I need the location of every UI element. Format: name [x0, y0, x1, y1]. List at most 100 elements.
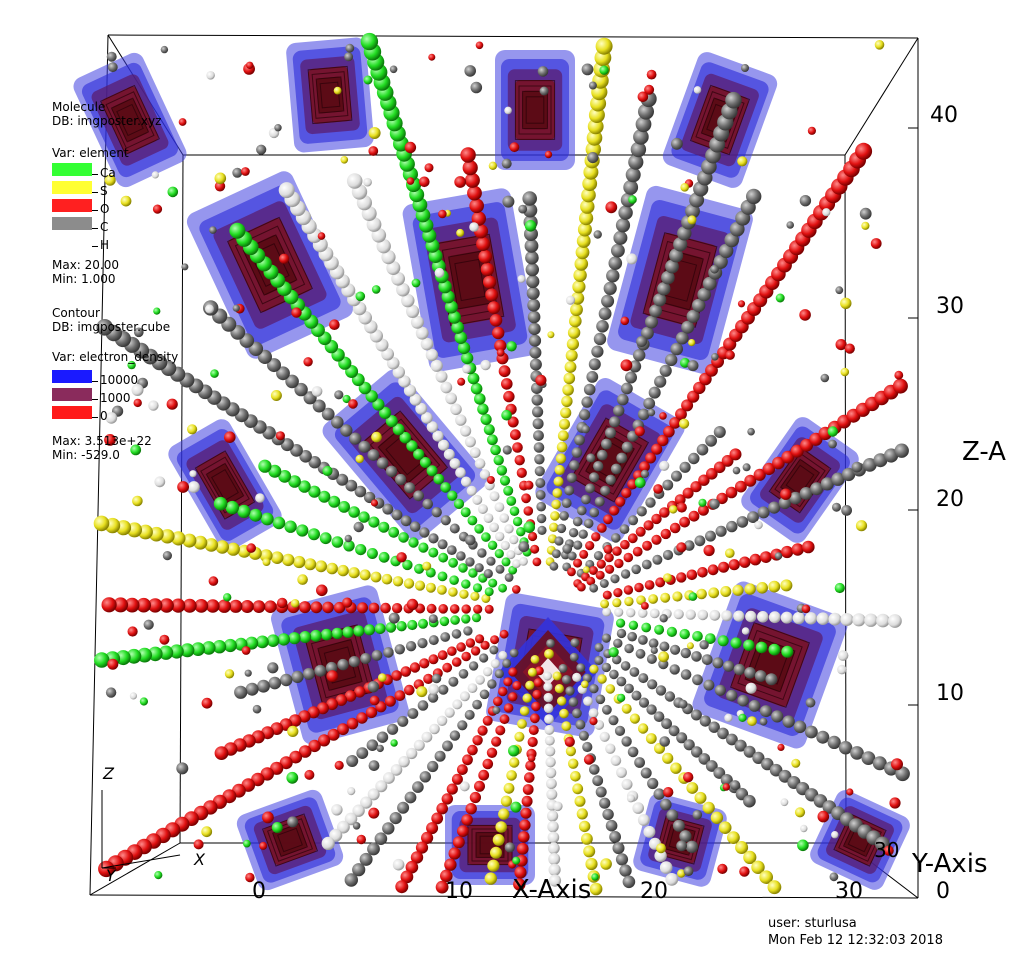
atom	[561, 395, 573, 407]
atom	[743, 794, 756, 808]
atom	[486, 476, 495, 484]
atom	[669, 664, 680, 675]
atom	[224, 431, 236, 444]
atom	[448, 310, 461, 324]
atom	[451, 773, 463, 785]
atom	[852, 613, 866, 627]
contour-legend-label: 10000	[100, 373, 139, 387]
atom	[726, 689, 738, 702]
atom	[316, 702, 329, 715]
atom	[832, 502, 841, 512]
atom	[344, 534, 352, 543]
atom	[271, 822, 283, 833]
atom	[685, 840, 699, 853]
atom	[738, 713, 747, 723]
atom	[567, 551, 577, 561]
atom	[432, 430, 444, 442]
atom	[342, 597, 353, 608]
atom	[438, 209, 447, 219]
atom	[334, 390, 344, 400]
atom	[674, 494, 686, 505]
atom	[686, 309, 700, 323]
contour-surface	[495, 50, 575, 170]
atom	[481, 594, 491, 603]
atom	[595, 694, 606, 705]
atom	[489, 314, 503, 327]
atom	[472, 583, 483, 593]
atom	[312, 399, 326, 413]
atom	[662, 752, 674, 764]
atom	[774, 552, 783, 560]
atom	[872, 756, 887, 771]
atom	[387, 723, 399, 735]
atom	[645, 733, 657, 744]
triad-x-label: X	[194, 850, 205, 869]
atom	[654, 624, 665, 635]
atom	[601, 633, 612, 643]
atom	[509, 535, 519, 545]
atom	[701, 654, 713, 665]
atom	[656, 843, 666, 854]
atom	[624, 683, 634, 694]
atom	[552, 488, 563, 498]
atom	[204, 538, 219, 552]
contour-legend-title: Contour	[52, 306, 100, 320]
atom	[385, 622, 397, 633]
atom	[799, 487, 813, 500]
atom	[440, 632, 451, 642]
atom	[550, 511, 560, 521]
atom	[761, 757, 774, 771]
atom	[828, 439, 837, 449]
atom	[366, 739, 379, 751]
atom	[717, 863, 728, 875]
atom	[479, 653, 489, 663]
atom	[449, 523, 460, 534]
atom	[329, 319, 340, 331]
atom	[588, 566, 598, 575]
atom	[413, 739, 425, 751]
atom	[101, 597, 117, 613]
atom	[279, 756, 293, 770]
element-legend-label: S	[100, 184, 108, 198]
atom	[544, 649, 554, 659]
atom	[465, 534, 476, 546]
atom	[371, 431, 382, 443]
atom	[382, 503, 394, 515]
atom	[367, 788, 380, 801]
atom	[620, 569, 631, 579]
atom	[426, 822, 439, 835]
atom	[553, 476, 564, 487]
atom	[217, 599, 231, 613]
atom	[291, 670, 304, 684]
atom	[464, 436, 476, 448]
atom	[609, 505, 620, 516]
contour-legend-swatch	[52, 388, 92, 401]
atom	[212, 640, 227, 654]
atom	[662, 549, 674, 561]
atom	[457, 720, 468, 731]
atom	[685, 609, 696, 620]
atom	[379, 406, 392, 419]
atom	[646, 69, 657, 80]
atom	[855, 520, 868, 532]
atom	[721, 610, 733, 622]
atom	[246, 61, 254, 69]
atom	[692, 298, 706, 313]
atom	[647, 408, 656, 417]
atom	[333, 86, 342, 95]
atom	[577, 222, 592, 237]
atom	[870, 238, 882, 249]
atom	[151, 171, 159, 179]
element-legend-tick	[92, 228, 98, 229]
atom	[621, 703, 632, 714]
atom	[378, 551, 390, 563]
atom	[716, 492, 728, 505]
atom	[614, 725, 626, 737]
atom	[367, 681, 380, 693]
atom	[525, 250, 539, 265]
atom	[698, 498, 707, 507]
atom	[450, 403, 462, 416]
atom	[503, 782, 515, 794]
atom	[638, 673, 649, 684]
